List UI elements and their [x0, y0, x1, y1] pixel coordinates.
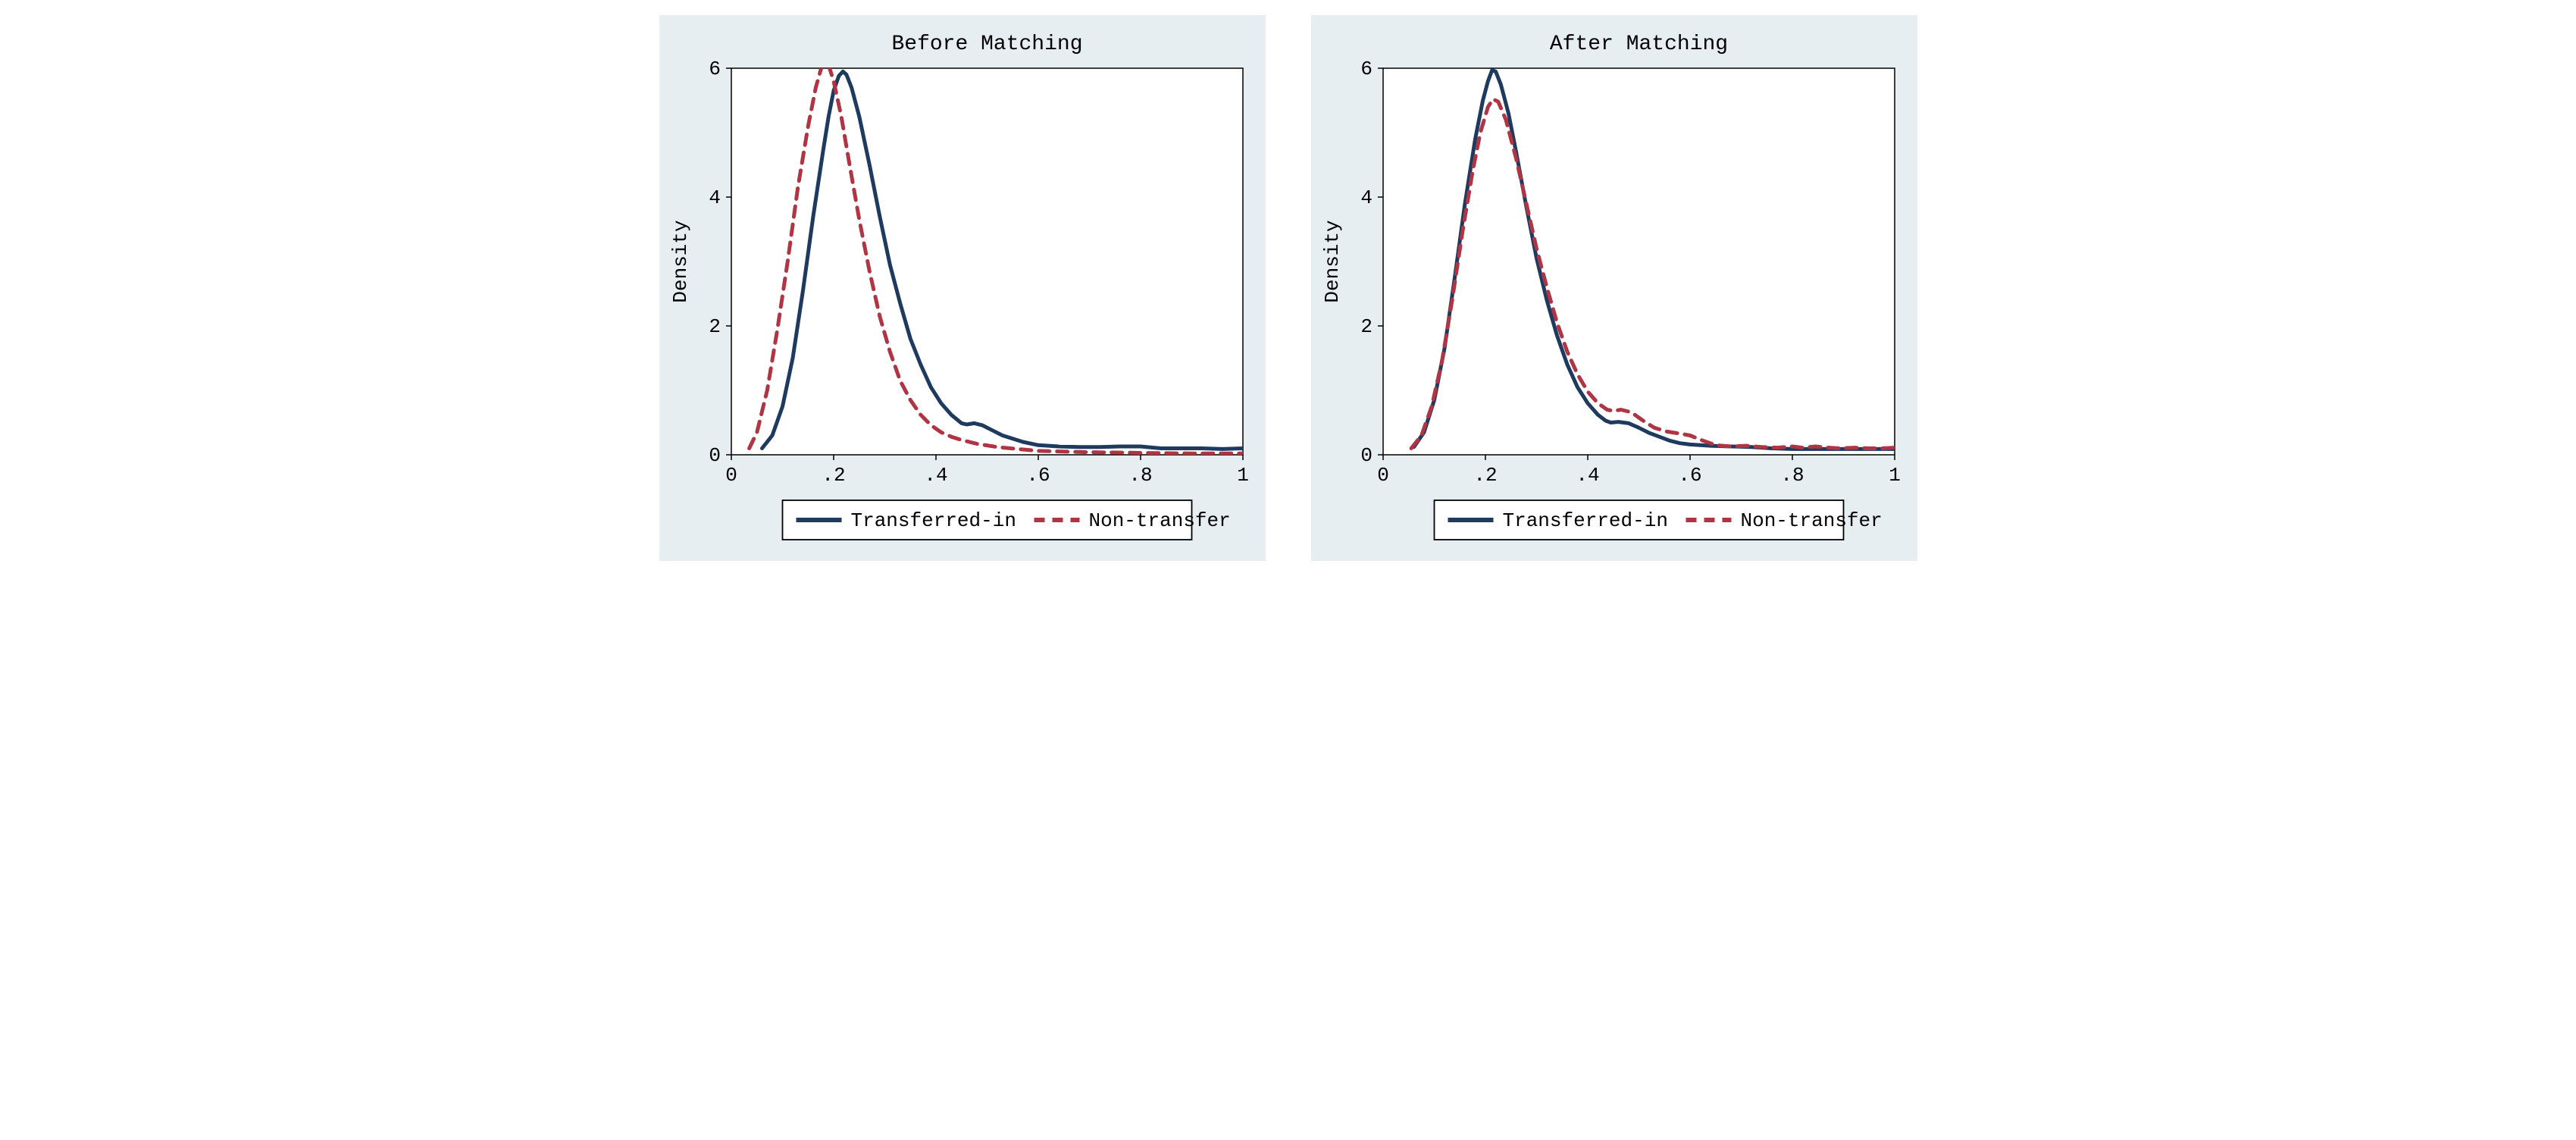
y-axis-label: Density — [669, 220, 692, 302]
x-tick-label: .6 — [1678, 464, 1701, 487]
y-tick-label: 0 — [709, 444, 721, 467]
y-tick-label: 4 — [1360, 186, 1373, 209]
x-tick-label: .4 — [924, 464, 947, 487]
density-panel-after: After Matching 0 2 4 6 0 .2 .4 .6 .8 1 Density Trans… — [1311, 15, 1917, 561]
x-tick-label: .6 — [1026, 464, 1050, 487]
legend-label: Non-transfer — [1740, 509, 1882, 532]
x-tick-label: .8 — [1128, 464, 1152, 487]
y-tick-label: 6 — [1360, 58, 1373, 80]
legend-label: Transferred-in — [1502, 509, 1667, 532]
y-tick-label: 0 — [1360, 444, 1373, 467]
x-tick-label: .2 — [822, 464, 845, 487]
y-tick-label: 4 — [709, 186, 721, 209]
legend-label: Non-transfer — [1088, 509, 1230, 532]
x-tick-label: 0 — [725, 464, 737, 487]
panel-title: After Matching — [1549, 33, 1727, 56]
panel-title: Before Matching — [891, 33, 1082, 56]
legend-label: Transferred-in — [850, 509, 1016, 532]
x-tick-label: 0 — [1377, 464, 1389, 487]
y-axis-label: Density — [1321, 220, 1344, 302]
x-tick-label: 1 — [1889, 464, 1901, 487]
density-panel-before: Before Matching 0 2 4 6 0 .2 .4 .6 .8 1 Density Tran… — [659, 15, 1266, 561]
y-tick-label: 2 — [1360, 315, 1373, 338]
x-tick-label: .8 — [1780, 464, 1804, 487]
x-tick-label: .2 — [1473, 464, 1497, 487]
y-tick-label: 2 — [709, 315, 721, 338]
x-tick-label: 1 — [1237, 464, 1249, 487]
y-tick-label: 6 — [709, 58, 721, 80]
x-tick-label: .4 — [1576, 464, 1599, 487]
